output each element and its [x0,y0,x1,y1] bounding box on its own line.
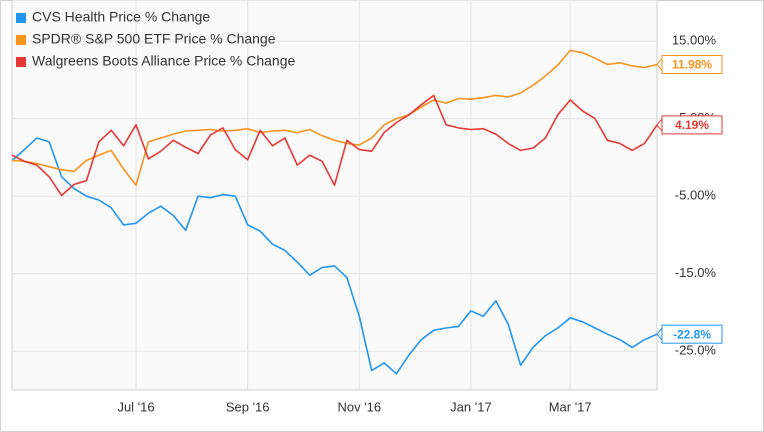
end-label-box [661,115,723,135]
lines [11,49,658,375]
x-tick-label: Jan '17 [450,399,492,414]
end-label-box [661,324,723,344]
legend-label: CVS Health Price % Change [32,9,210,25]
end-label: 4.19% [675,118,709,132]
series-line [11,49,658,187]
x-tick-label: Jul '16 [117,399,154,414]
series-line [11,94,658,197]
legend-swatch [16,13,26,23]
legend-swatch [16,57,26,67]
y-tick-label: -5.00% [675,188,717,203]
y-tick-label: -15.0% [675,265,717,280]
legend: CVS Health Price % Change SPDR® S&P 500 E… [16,9,296,69]
legend-label: SPDR® S&P 500 ETF Price % Change [32,31,276,47]
legend-swatch [16,35,26,45]
x-tick-label: Mar '17 [549,399,592,414]
y-tick-label: -25.0% [675,343,717,358]
end-label: 11.98% [672,58,712,72]
y-tick-label: 15.00% [672,33,717,48]
x-tick-label: Nov '16 [337,399,381,414]
series-line [11,137,658,375]
end-label-box [661,55,723,75]
end-label: -22.8% [673,327,711,341]
x-tick-label: Sep '16 [226,399,270,414]
plot-area [11,0,658,391]
labels: -22.8% 11.98% 4.19% [656,55,723,344]
legend-label: Walgreens Boots Alliance Price % Change [32,53,296,69]
